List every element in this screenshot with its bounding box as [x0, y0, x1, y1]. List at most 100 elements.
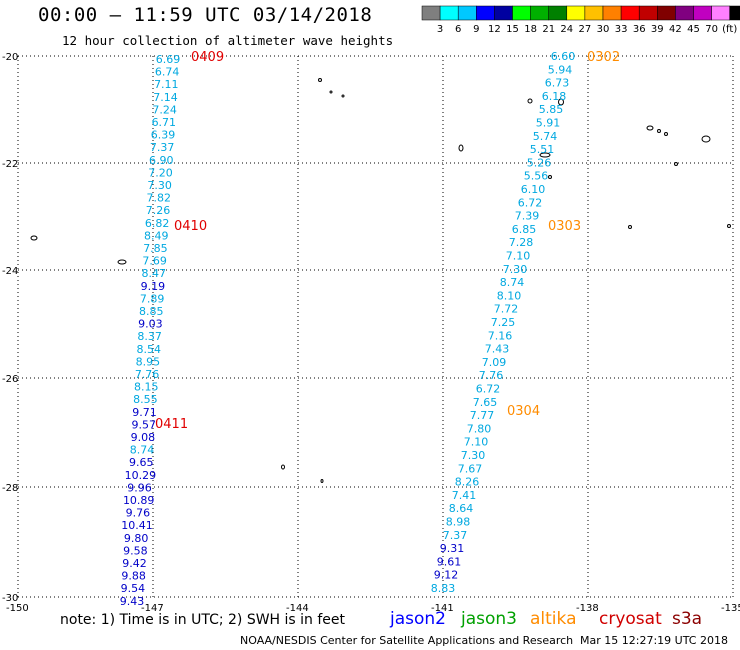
wave-height-value: 7.11 — [154, 78, 179, 91]
island-outline — [329, 90, 333, 94]
wave-height-value: 8.74 — [500, 276, 525, 289]
wave-height-value: 8.95 — [136, 355, 161, 368]
scale-swatch — [693, 5, 712, 21]
scale-label: (ft) — [722, 24, 737, 35]
wave-height-value: 7.41 — [452, 489, 477, 502]
wave-height-value: 8.74 — [130, 444, 155, 457]
wave-height-value: 6.73 — [545, 77, 570, 90]
wave-height-value: 7.09 — [482, 356, 507, 369]
page-subtitle: 12 hour collection of altimeter wave hei… — [62, 33, 394, 48]
legend-cryosat: cryosat — [599, 609, 662, 629]
wave-height-value: 9.42 — [122, 557, 147, 570]
wave-height-value: 6.72 — [518, 196, 543, 209]
island-outline — [701, 135, 711, 143]
scale-swatch — [512, 5, 531, 21]
scale-label: 21 — [542, 24, 555, 35]
wave-height-value: 6.39 — [151, 129, 176, 142]
wave-height-value: 5.26 — [527, 156, 552, 169]
wave-height-value: 8.64 — [449, 502, 474, 515]
island-outline — [527, 98, 533, 104]
wave-height-value: 9.03 — [138, 318, 163, 331]
scale-swatch — [457, 5, 477, 21]
time-label: 0302 — [587, 50, 620, 65]
wave-height-value: 7.30 — [147, 179, 172, 192]
wave-height-value: 5.74 — [533, 130, 558, 143]
wave-height-value: 7.67 — [458, 462, 483, 475]
scale-label: 3 — [437, 24, 443, 35]
wave-height-value: 7.85 — [143, 242, 168, 255]
color-scale-legend: 3 6 9 12 15 18 21 24 27 30 33 36 39 42 45 70 (ft) — [421, 5, 740, 35]
scale-label: 42 — [669, 24, 682, 35]
altimeter-track-right: 6.605.946.736.185.855.915.745.515.265.56… — [431, 50, 576, 595]
wave-height-value: 7.43 — [485, 343, 510, 356]
island-outline — [674, 162, 678, 166]
scale-swatch — [494, 5, 513, 21]
scale-label: 33 — [615, 24, 628, 35]
lat-tick-label: -22 — [2, 159, 18, 170]
island-outline — [548, 175, 552, 179]
credit-text: NOAA/NESDIS Center for Satellite Applica… — [240, 634, 574, 647]
island-outline — [117, 259, 127, 265]
scale-swatch — [638, 5, 658, 21]
wave-height-value: 6.18 — [542, 90, 567, 103]
time-label: 0410 — [174, 219, 207, 234]
island-outline — [664, 132, 668, 136]
wave-height-value: 9.12 — [434, 569, 459, 582]
wave-height-value: 8.83 — [431, 582, 456, 595]
wave-height-value: 7.65 — [473, 396, 498, 409]
lon-tick-label: -150 — [6, 603, 29, 614]
lat-tick-label: -30 — [2, 593, 18, 604]
scale-label: 36 — [633, 24, 646, 35]
wave-height-value: 9.65 — [129, 456, 154, 469]
scale-swatch — [476, 5, 495, 21]
wave-height-value: 9.08 — [131, 431, 156, 444]
scale-swatch — [584, 5, 604, 21]
wave-height-value: 8.15 — [134, 381, 159, 394]
wave-height-value: 7.89 — [140, 292, 165, 305]
wave-height-value: 7.76 — [479, 369, 504, 382]
island-outlines — [30, 78, 731, 483]
wave-height-value: 7.77 — [470, 409, 495, 422]
wave-height-value: 9.96 — [127, 481, 152, 494]
lat-tick-label: -20 — [2, 52, 18, 63]
wave-height-value: 8.26 — [455, 476, 480, 489]
island-outline — [657, 129, 661, 133]
wave-height-value: 9.88 — [121, 570, 146, 583]
wave-height-value: 8.10 — [497, 289, 522, 302]
wave-height-value: 9.19 — [141, 280, 166, 293]
wave-height-value: 6.69 — [156, 53, 181, 66]
scale-swatch — [711, 5, 730, 21]
wave-height-value: 9.80 — [124, 532, 149, 545]
timestamp-text: Mar 15 12:27:19 UTC 2018 — [580, 634, 728, 647]
wave-height-value: 7.14 — [153, 91, 178, 104]
wave-height-value: 7.82 — [147, 192, 172, 205]
wave-height-value: 8.55 — [133, 393, 158, 406]
scale-swatch — [530, 5, 549, 21]
lon-tick-label: -138 — [576, 603, 599, 614]
wave-height-value: 7.69 — [142, 255, 167, 268]
legend-jason3: jason3 — [461, 609, 517, 629]
legend-altika: altika — [530, 609, 577, 629]
island-outline — [628, 225, 632, 229]
wave-height-value: 10.41 — [121, 519, 153, 532]
time-label: 0411 — [155, 417, 188, 432]
scale-label: 24 — [560, 24, 573, 35]
island-outline — [318, 78, 322, 82]
scale-swatch — [657, 5, 676, 21]
wave-height-value: 5.51 — [530, 143, 555, 156]
scale-swatch — [439, 5, 459, 21]
wave-height-value: 7.24 — [152, 103, 177, 116]
wave-height-value: 8.49 — [144, 229, 169, 242]
wave-height-value: 7.30 — [503, 263, 528, 276]
wave-height-value: 10.89 — [123, 494, 155, 507]
scale-label: 6 — [455, 24, 461, 35]
wave-height-value: 9.43 — [120, 595, 145, 608]
island-outline — [341, 94, 345, 98]
wave-height-value: 7.10 — [506, 250, 531, 263]
wave-height-value: 6.90 — [149, 154, 174, 167]
island-outline — [30, 235, 38, 241]
wave-height-value: 7.30 — [461, 449, 486, 462]
scale-label: 45 — [687, 24, 700, 35]
island-outline — [281, 464, 285, 470]
